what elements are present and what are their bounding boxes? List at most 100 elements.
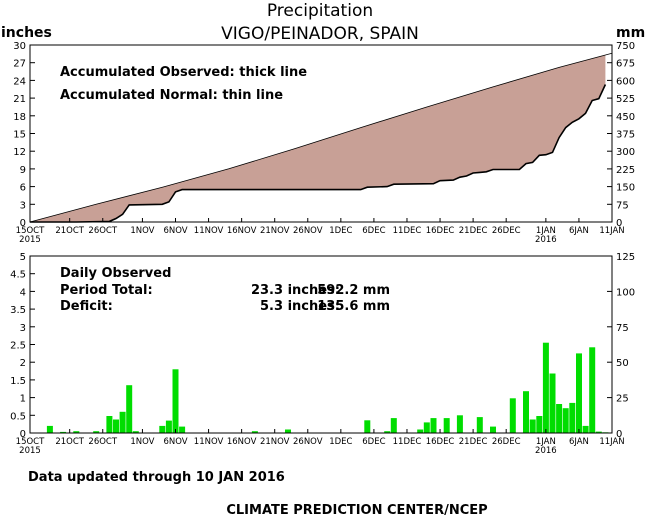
y-tick-label-left: 1 bbox=[20, 394, 26, 405]
x-tick-label: 11NOV bbox=[194, 226, 224, 236]
x-tick-label: 21NOV bbox=[260, 437, 290, 447]
y-tick-label-left: 2 bbox=[20, 358, 26, 369]
y-tick-label-right: 525 bbox=[616, 94, 635, 105]
daily-bar bbox=[165, 420, 172, 433]
accumulated-deficit-area bbox=[30, 55, 606, 222]
stat-total-mm: 592.2 mm bbox=[317, 283, 390, 298]
daily-bar bbox=[159, 425, 166, 433]
chart-subtitle: VIGO/PEINADOR, SPAIN bbox=[221, 24, 419, 44]
daily-bar bbox=[509, 398, 516, 433]
stat-deficit-inches: 5.3 inches: bbox=[260, 299, 340, 314]
x-tick-label: 11JAN bbox=[599, 437, 624, 447]
y-tick-label-left: 0.5 bbox=[10, 411, 26, 422]
x-tick-label: 6JAN bbox=[569, 226, 589, 236]
y-tick-label-left: 0 bbox=[20, 429, 26, 440]
daily-bar bbox=[423, 422, 430, 433]
daily-bar bbox=[589, 347, 596, 433]
x-tick-label: 11DEC bbox=[393, 226, 422, 236]
daily-bar bbox=[523, 391, 529, 433]
x-tick-label: 1JAN bbox=[536, 437, 556, 447]
daily-bar bbox=[179, 426, 186, 433]
accumulated-observed-line bbox=[30, 84, 607, 223]
x-tick-label: 6NOV bbox=[163, 437, 187, 447]
daily-bar bbox=[60, 431, 67, 433]
y-tick-label-left: 2.5 bbox=[10, 341, 26, 352]
y-tick-label-left: 3 bbox=[20, 200, 26, 211]
stat-deficit-label: Deficit: bbox=[60, 299, 113, 314]
stat-total-label: Period Total: bbox=[60, 283, 153, 298]
unit-right-label: mm bbox=[616, 25, 645, 41]
daily-bar bbox=[549, 373, 556, 433]
y-tick-label-right: 225 bbox=[616, 165, 635, 176]
x-tick-label: 1NOV bbox=[130, 437, 154, 447]
x-tick-label: 26OCT bbox=[88, 226, 117, 236]
x-tick-label: 1DEC bbox=[329, 226, 352, 236]
x-tick-label: 21DEC bbox=[459, 437, 488, 447]
x-tick-label: 16DEC bbox=[426, 437, 455, 447]
y-tick-label-right: 375 bbox=[616, 130, 635, 141]
daily-bar bbox=[46, 425, 53, 433]
x-tick-label: 1NOV bbox=[130, 226, 154, 236]
y-tick-label-right: 75 bbox=[616, 323, 629, 334]
x-tick-label: 15OCT bbox=[16, 226, 45, 236]
daily-bar bbox=[119, 411, 126, 433]
x-year-label: 2015 bbox=[19, 446, 41, 456]
y-tick-label-right: 100 bbox=[616, 287, 635, 298]
daily-bar bbox=[476, 417, 483, 433]
x-tick-label: 6DEC bbox=[362, 437, 385, 447]
y-tick-label-right: 675 bbox=[616, 59, 635, 70]
daily-bar bbox=[384, 431, 391, 433]
x-tick-label: 16DEC bbox=[426, 226, 455, 236]
daily-legend-title: Daily Observed bbox=[60, 266, 171, 281]
x-tick-label: 15OCT bbox=[16, 437, 45, 447]
y-tick-label-left: 4 bbox=[20, 287, 26, 298]
y-tick-label-right: 750 bbox=[616, 41, 635, 52]
daily-bar bbox=[106, 416, 113, 433]
y-tick-label-left: 24 bbox=[13, 76, 26, 87]
x-tick-label: 21DEC bbox=[459, 226, 488, 236]
x-tick-label: 16NOV bbox=[227, 437, 257, 447]
x-tick-label: 26NOV bbox=[293, 226, 323, 236]
y-tick-label-left: 27 bbox=[13, 59, 26, 70]
y-tick-label-right: 0 bbox=[616, 218, 622, 229]
x-tick-label: 26DEC bbox=[492, 226, 521, 236]
y-tick-label-left: 5 bbox=[20, 252, 26, 263]
daily-bar bbox=[562, 408, 569, 433]
daily-bar bbox=[595, 431, 602, 433]
daily-bar bbox=[417, 429, 424, 433]
y-tick-label-right: 0 bbox=[616, 429, 622, 440]
daily-bars bbox=[46, 342, 609, 433]
daily-bar bbox=[529, 419, 536, 433]
daily-bar bbox=[443, 418, 450, 433]
y-tick-label-left: 6 bbox=[20, 183, 26, 194]
x-tick-label: 21NOV bbox=[260, 226, 290, 236]
daily-bar bbox=[285, 429, 291, 433]
y-tick-label-right: 300 bbox=[616, 147, 635, 158]
daily-bar bbox=[576, 353, 582, 433]
y-tick-label-left: 1.5 bbox=[10, 376, 26, 387]
daily-bar bbox=[113, 419, 119, 433]
y-tick-label-right: 450 bbox=[616, 112, 635, 123]
daily-bar bbox=[126, 385, 133, 433]
x-tick-label: 16NOV bbox=[227, 226, 257, 236]
x-tick-label: 11DEC bbox=[393, 437, 422, 447]
daily-bar bbox=[490, 426, 496, 433]
daily-bar bbox=[93, 431, 100, 433]
legend-observed: Accumulated Observed: thick line bbox=[60, 65, 307, 80]
daily-bar bbox=[456, 415, 463, 433]
data-updated-note: Data updated through 10 JAN 2016 bbox=[28, 470, 285, 485]
accumulated-panel: 0369121518212427300751502253003754505256… bbox=[13, 41, 635, 245]
accumulated-normal-line bbox=[29, 52, 613, 223]
x-tick-label: 6JAN bbox=[569, 437, 589, 447]
y-tick-label-left: 3 bbox=[20, 323, 26, 334]
daily-bar bbox=[542, 342, 549, 433]
x-tick-label: 21OCT bbox=[55, 226, 84, 236]
daily-bar bbox=[73, 431, 80, 433]
daily-bar bbox=[251, 431, 258, 433]
x-tick-label: 6DEC bbox=[362, 226, 385, 236]
x-year-label: 2016 bbox=[535, 235, 557, 245]
